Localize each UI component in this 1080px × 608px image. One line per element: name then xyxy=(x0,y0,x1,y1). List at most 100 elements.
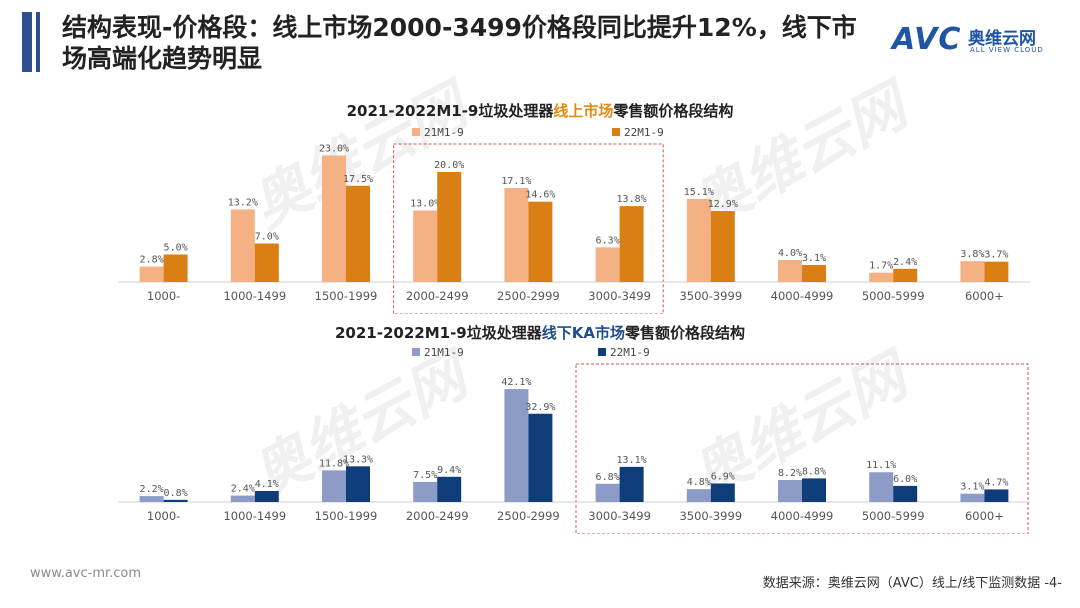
data-label: 23.0% xyxy=(319,144,349,155)
x-tick-label: 1000-1499 xyxy=(223,509,286,523)
x-tick-label: 3000-3499 xyxy=(588,509,651,523)
data-label: 20.0% xyxy=(434,160,464,171)
x-tick-label: 2500-2999 xyxy=(497,289,560,303)
data-label: 11.1% xyxy=(866,460,896,471)
x-tick-label: 3500-3999 xyxy=(679,289,742,303)
x-tick-label: 3000-3499 xyxy=(588,289,651,303)
x-tick-label: 5000-5999 xyxy=(862,509,925,523)
x-tick-label: 2000-2499 xyxy=(406,509,469,523)
x-tick-label: 2000-2499 xyxy=(406,289,469,303)
x-tick-label: 1000- xyxy=(147,289,180,303)
bar xyxy=(163,254,188,282)
bar xyxy=(437,476,462,502)
bar xyxy=(139,266,164,282)
highlight-box xyxy=(575,363,1029,534)
bar xyxy=(710,211,735,282)
data-label: 13.1% xyxy=(617,455,647,466)
legend-swatch xyxy=(598,348,606,356)
data-label: 2.4% xyxy=(893,257,917,268)
data-label: 13.2% xyxy=(228,197,258,208)
bar xyxy=(346,466,370,502)
data-label: 4.7% xyxy=(984,477,1008,488)
data-label: 2.4% xyxy=(231,484,255,495)
bar xyxy=(710,483,735,502)
data-label: 3.1% xyxy=(960,482,984,493)
x-tick-label: 4000-4999 xyxy=(771,289,834,303)
online-price-chart: 21M1-9 22M1-9 2.8%5.0% 1000- 13.2% 7.0% 1000-1… xyxy=(118,126,1030,314)
data-label: 0.8% xyxy=(164,488,188,499)
chart-title-suffix: 零售额价格段结构 xyxy=(624,324,745,342)
offline-price-chart: 21M1-9 22M1-9 2.2% 0.8% 1000- 2.4% 4.1% 1000-14… xyxy=(118,346,1030,534)
chart-title-offline: 2021-2022M1-9垃圾处理器线下KA市场零售额价格段结构 xyxy=(0,322,1080,343)
x-tick-label: 1000-1499 xyxy=(223,289,286,303)
bar xyxy=(893,485,918,502)
footer-source: 数据来源：奥维云网（AVC）线上/线下监测数据 -4- xyxy=(762,576,1062,591)
data-label: 14.6% xyxy=(525,190,555,201)
bar xyxy=(869,472,894,502)
avc-logo: AVC 奥维云网 ALL VIEW CLOUD xyxy=(892,22,1062,62)
bar xyxy=(619,466,644,502)
legend-swatch xyxy=(412,348,420,356)
logo-avc-text: AVC xyxy=(892,22,962,57)
bar xyxy=(802,264,826,282)
data-label: 42.1% xyxy=(501,377,531,388)
bar xyxy=(254,491,279,502)
data-label: 32.9% xyxy=(525,402,555,413)
data-label: 3.7% xyxy=(984,250,1008,261)
x-tick-label: 6000+ xyxy=(965,509,1004,523)
data-label: 3.1% xyxy=(802,253,826,264)
data-label: 3.8% xyxy=(960,249,984,260)
chart-title-prefix: 2021-2022M1-9垃圾处理器 xyxy=(335,324,542,342)
data-label: 9.4% xyxy=(437,465,461,476)
bar xyxy=(528,413,553,502)
data-label: 12.9% xyxy=(708,199,738,210)
bar xyxy=(504,389,529,502)
data-label: 13.8% xyxy=(617,194,647,205)
bar xyxy=(619,206,644,282)
bar xyxy=(960,261,985,282)
data-label: 6.0% xyxy=(893,474,917,485)
bar xyxy=(528,201,553,282)
bar xyxy=(778,260,802,282)
chart-title-online: 2021-2022M1-9垃圾处理器线上市场零售额价格段结构 xyxy=(0,100,1080,121)
bar xyxy=(139,496,164,502)
bar xyxy=(686,198,711,282)
footer-url: www.avc-mr.com xyxy=(30,566,142,581)
chart-title-suffix: 零售额价格段结构 xyxy=(613,102,734,120)
bar xyxy=(778,480,802,502)
bar xyxy=(802,478,826,502)
data-label: 11.8% xyxy=(319,458,349,469)
legend-swatch xyxy=(612,128,620,136)
legend-label: 22M1-9 xyxy=(624,126,664,139)
x-tick-label: 1000- xyxy=(147,509,180,523)
data-label: 4.0% xyxy=(778,248,802,259)
data-label: 8.8% xyxy=(802,466,826,477)
title-accent-bar-thin xyxy=(36,12,40,72)
data-label: 6.3% xyxy=(596,235,620,246)
title-accent-bar xyxy=(22,12,32,72)
bar xyxy=(686,489,711,502)
bar xyxy=(595,247,620,282)
bar xyxy=(413,481,438,502)
chart-title-prefix: 2021-2022M1-9垃圾处理器 xyxy=(346,102,554,120)
page-title: 结构表现-价格段：线上市场2000-3499价格段同比提升12%，线下市场高端化… xyxy=(62,13,857,73)
bar xyxy=(230,495,255,502)
bar xyxy=(322,155,346,282)
data-label: 13.0% xyxy=(410,199,440,210)
x-tick-label: 4000-4999 xyxy=(771,509,834,523)
data-label: 17.1% xyxy=(501,176,531,187)
data-label: 13.3% xyxy=(343,454,373,465)
bar xyxy=(984,261,1009,282)
bar xyxy=(346,185,370,282)
data-label: 8.2% xyxy=(778,468,802,479)
legend-swatch xyxy=(412,128,420,136)
data-label: 15.1% xyxy=(684,187,714,198)
bar xyxy=(893,268,918,282)
x-tick-label: 1500-1999 xyxy=(315,509,378,523)
x-tick-label: 6000+ xyxy=(965,289,1004,303)
data-label: 5.0% xyxy=(164,243,188,254)
data-label: 4.1% xyxy=(255,479,279,490)
bar xyxy=(437,172,462,282)
legend-label: 21M1-9 xyxy=(424,126,464,139)
bar xyxy=(230,209,255,282)
